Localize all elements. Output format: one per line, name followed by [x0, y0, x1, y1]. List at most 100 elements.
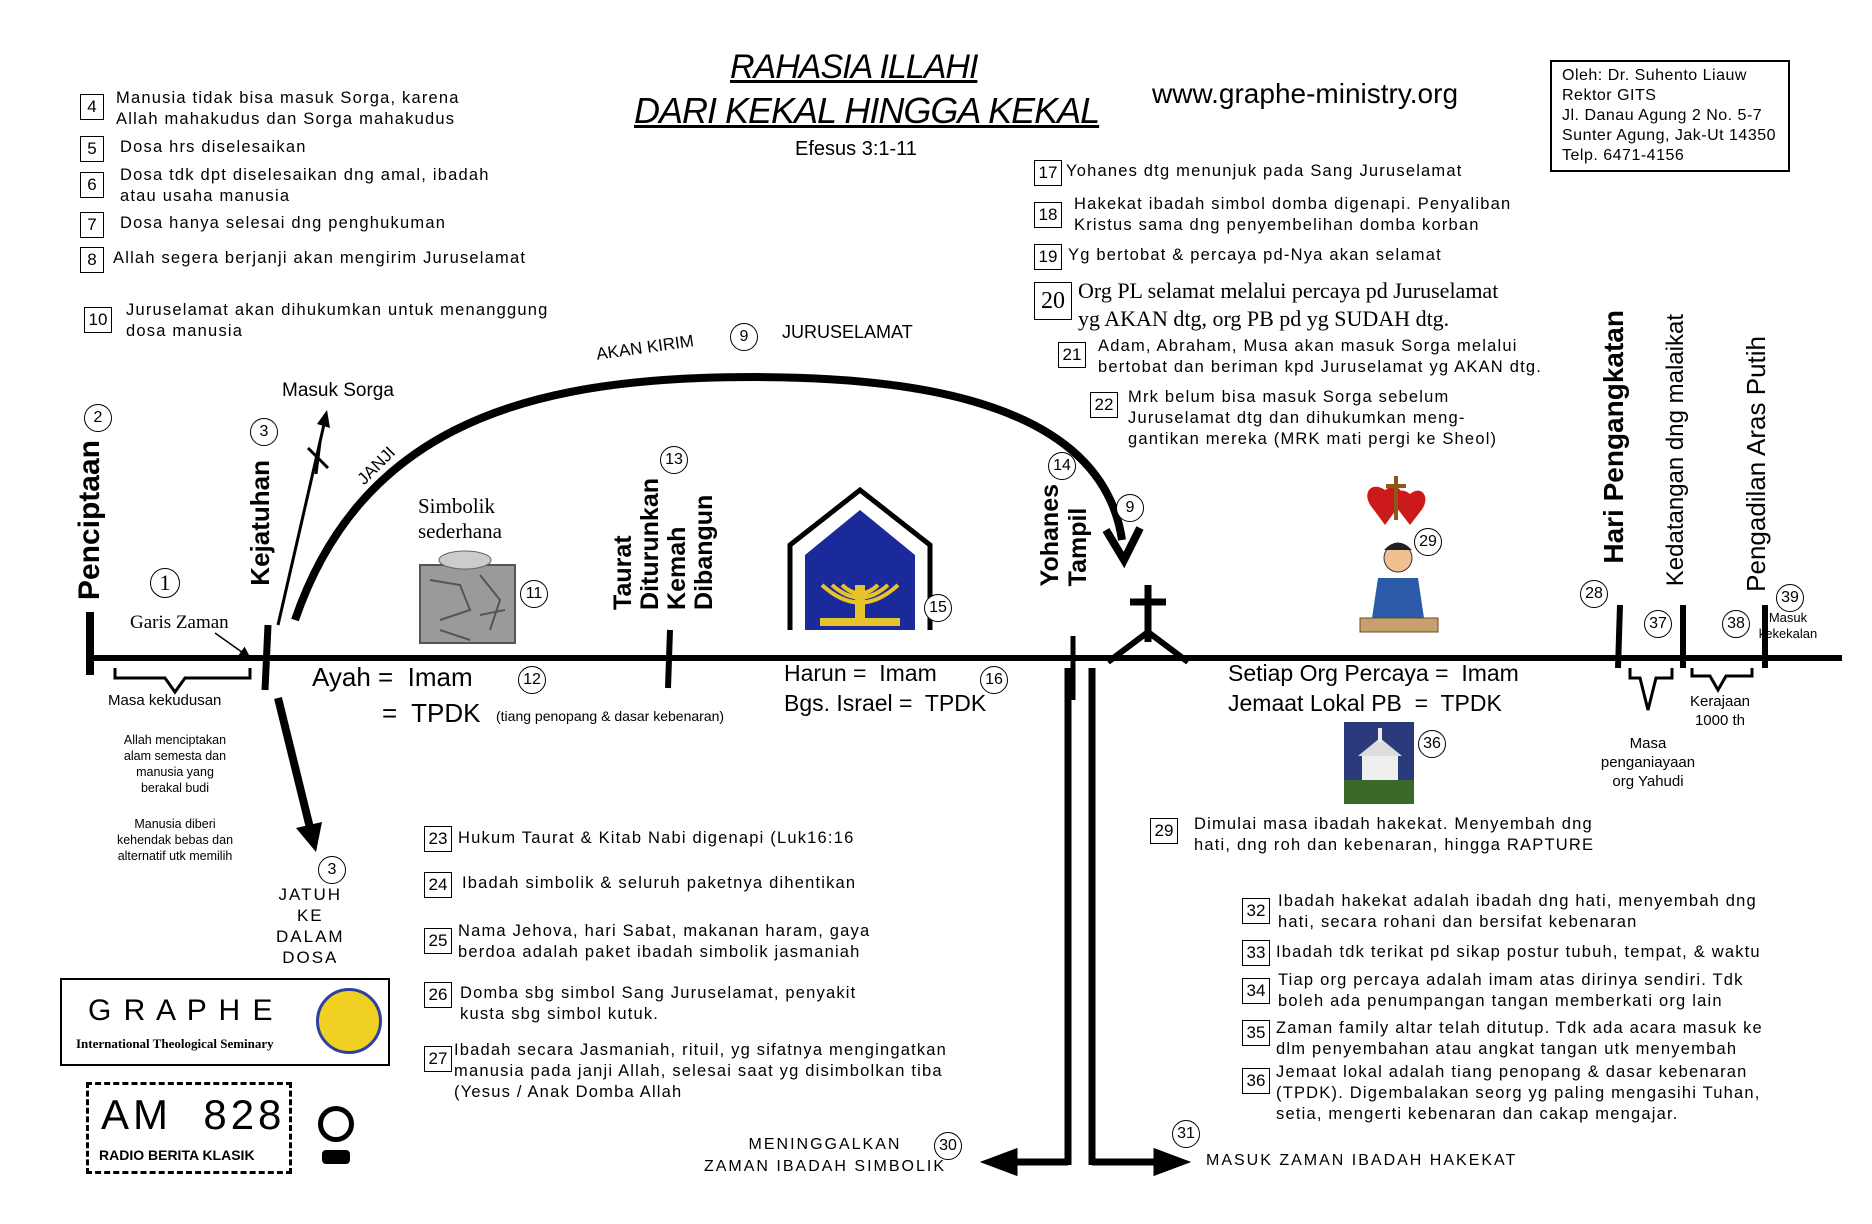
note-num: 35: [1242, 1020, 1270, 1046]
note-num: 19: [1034, 244, 1062, 270]
note-text: Zaman family altar telah ditutup. Tdk ad…: [1276, 1019, 1763, 1058]
circle-num: 16: [980, 666, 1008, 694]
radio-name: RADIO BERITA KLASIK: [99, 1147, 255, 1163]
label-yohanes: Yohanes Tampil: [1036, 484, 1092, 587]
graphe-wordmark: G R A P H E: [88, 994, 275, 1027]
note-num: 10: [84, 307, 112, 333]
note-num: 23: [424, 826, 452, 852]
note-num: 8: [80, 247, 104, 273]
note-num: 5: [80, 136, 104, 162]
allah-menciptakan: Allah menciptakan alam semesta dan manus…: [123, 733, 227, 795]
note-num: 26: [424, 982, 452, 1008]
masa-penganiayaan: Masa penganiayaan org Yahudi: [1600, 735, 1696, 790]
circle-num: 15: [924, 594, 952, 622]
circle-num: 30: [934, 1132, 962, 1160]
author-phone: Telp. 6471-4156: [1562, 147, 1685, 164]
circle-num: 14: [1048, 452, 1076, 480]
note-num: 34: [1242, 978, 1270, 1004]
title-line2: DARI KEKAL HINGGA KEKAL: [634, 90, 1100, 131]
circle-num: 2: [84, 404, 112, 432]
note-num: 4: [80, 94, 104, 120]
author-address: Jl. Danau Agung 2 No. 5-7: [1562, 107, 1763, 124]
note-text: Ibadah hakekat adalah ibadah dng hati, m…: [1278, 892, 1757, 931]
label-kedatangan: Kedatangan dng malaikat: [1662, 314, 1689, 587]
label-kejatuhan: Kejatuhan: [245, 460, 275, 586]
am-logo: AM 828 RADIO BERITA KLASIK: [86, 1082, 292, 1174]
note-text: Dimulai masa ibadah hakekat. Menyembah d…: [1194, 815, 1595, 854]
circle-num: 11: [520, 580, 548, 608]
ayah-tpdk: = TPDK: [382, 698, 481, 728]
note-num: 25: [424, 928, 452, 954]
seminary-seal: [316, 988, 382, 1054]
label-hari-pengangkatan: Hari Pengangkatan: [1598, 310, 1629, 564]
note-num: 18: [1034, 202, 1062, 228]
author-box: Oleh: Dr. Suhento Liauw Rektor GITS Jl. …: [1550, 60, 1790, 172]
setiap-org: Setiap Org Percaya = Imam: [1228, 660, 1519, 686]
note-text: Ibadah tdk terikat pd sikap postur tubuh…: [1276, 943, 1761, 961]
circle-num: 12: [518, 666, 546, 694]
note-text: Dosa tdk dpt diselesaikan dng amal, ibad…: [120, 166, 490, 205]
note-text: Dosa hanya selesai dng penghukuman: [120, 214, 447, 232]
masuk-sorga: Masuk Sorga: [282, 380, 394, 401]
note-text: Yohanes dtg menunjuk pada Sang Juruselam…: [1066, 162, 1463, 180]
masuk-kekekalan: Masuk kekekalan: [1758, 610, 1818, 641]
author-name: Oleh: Dr. Suhento Liauw: [1562, 67, 1747, 84]
note-text: Adam, Abraham, Musa akan masuk Sorga mel…: [1098, 337, 1543, 376]
note-text: Jemaat lokal adalah tiang penopang & das…: [1276, 1063, 1761, 1123]
kerajaan: Kerajaan 1000 th: [1689, 693, 1751, 729]
note-num: 32: [1242, 898, 1270, 924]
graphe-seminary: International Theological Seminary: [76, 1036, 274, 1051]
juruselamat-label: JURUSELAMAT: [782, 322, 913, 342]
note-text: Org PL selamat melalui percaya pd Juruse…: [1078, 278, 1499, 331]
note-text: Tiap org percaya adalah imam atas diriny…: [1278, 971, 1744, 1010]
note-text: Mrk belum bisa masuk Sorga sebelum Jurus…: [1128, 388, 1498, 448]
author-city: Sunter Agung, Jak-Ut 14350: [1562, 127, 1777, 144]
circle-num: 3: [250, 418, 278, 446]
circle-num: 31: [1172, 1120, 1200, 1148]
title-line1: RAHASIA ILLAHI: [730, 48, 978, 86]
note-text: Juruselamat akan dihukumkan untuk menang…: [126, 301, 549, 340]
note-text: Ibadah secara Jasmaniah, rituil, yg sifa…: [454, 1041, 948, 1101]
note-num: 20: [1034, 282, 1072, 320]
label-pengadilan: Pengadilan Aras Putih: [1741, 336, 1771, 592]
note-num: 36: [1242, 1068, 1270, 1094]
garis-zaman-label: Garis Zaman: [130, 612, 229, 633]
note-num: 21: [1058, 342, 1086, 368]
masa-kekudusan: Masa kekudusan: [108, 692, 222, 709]
circle-num: 29: [1414, 528, 1442, 556]
note-text: Ibadah simbolik & seluruh paketnya dihen…: [462, 874, 857, 892]
circle-num: 1: [150, 568, 180, 598]
label-penciptaan: Penciptaan: [73, 440, 106, 601]
note-text: Hukum Taurat & Kitab Nabi digenapi (Luk1…: [458, 829, 855, 847]
manusia-diberi: Manusia diberi kehendak bebas dan altern…: [116, 817, 234, 863]
website[interactable]: www.graphe-ministry.org: [1152, 78, 1459, 109]
circle-num: 39: [1776, 584, 1804, 612]
title-ref: Efesus 3:1-11: [795, 138, 917, 160]
am-frequency: AM 828: [101, 1091, 286, 1138]
ayah-tiang: (tiang penopang & dasar kebenaran): [496, 708, 725, 724]
ayah-imam: Ayah = Imam: [312, 662, 473, 692]
note-num: 7: [80, 212, 104, 238]
note-text: Dosa hrs diselesaikan: [120, 138, 307, 156]
circle-num: 37: [1644, 610, 1672, 638]
note-num: 22: [1090, 392, 1118, 418]
satellite-icon: [312, 1090, 360, 1168]
circle-num: 38: [1722, 610, 1750, 638]
circle-num: 28: [1580, 580, 1608, 608]
note-text: Nama Jehova, hari Sabat, makanan haram, …: [458, 922, 871, 961]
note-num: 24: [424, 872, 452, 898]
jemaat-lokal: Jemaat Lokal PB = TPDK: [1228, 690, 1502, 716]
note-text: Hakekat ibadah simbol domba digenapi. Pe…: [1074, 195, 1512, 234]
circle-num: 9: [730, 323, 758, 351]
note-text: Allah segera berjanji akan mengirim Juru…: [113, 249, 527, 267]
circle-num: 13: [660, 446, 688, 474]
simbolik-label: Simbolik sederhana: [418, 494, 502, 543]
label-taurat: Taurat Diturunkan Kemah Dibangun: [609, 478, 718, 610]
note-text: Domba sbg simbol Sang Juruselamat, penya…: [460, 984, 857, 1023]
note-num: 6: [80, 172, 104, 198]
note-num: 33: [1242, 940, 1270, 966]
jatuh-label: JATUH KE DALAM DOSA: [276, 885, 345, 967]
masuk-zaman-label: MASUK ZAMAN IBADAH HAKEKAT: [1206, 1152, 1518, 1169]
note-num: 29: [1150, 818, 1178, 844]
note-text: Manusia tidak bisa masuk Sorga, karena A…: [116, 89, 460, 128]
